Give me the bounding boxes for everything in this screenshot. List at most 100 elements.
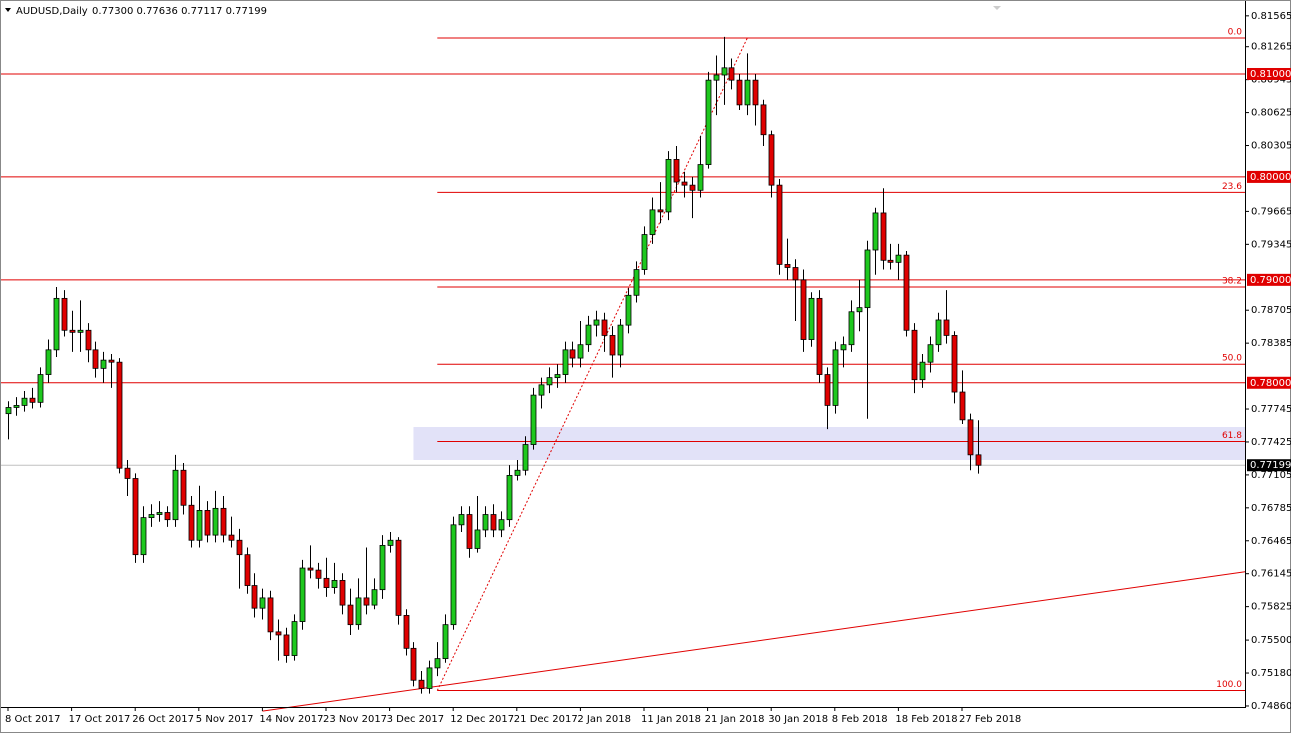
price-label-box [1247,376,1291,389]
candle-body [172,469,179,521]
candle-body [728,67,735,81]
x-tick-label: 14 Nov 2017 [259,714,323,725]
candle-body [37,374,44,403]
current-price-box [1247,459,1291,472]
candle-body [681,181,688,186]
candle-body [124,467,131,479]
price-label: 0.80000 [1250,172,1291,183]
candle-body [880,212,887,261]
y-tick-label: 0.79345 [1251,239,1291,250]
candle-body [864,249,871,309]
x-tick-label: 12 Dec 2017 [450,714,514,725]
candle-body [13,405,20,408]
price-label-box [1247,273,1291,286]
y-tick-label: 0.80625 [1251,108,1291,119]
candle-body [371,589,378,606]
candle-body [442,624,449,660]
plot-layer [0,36,1246,712]
candle-body [816,297,823,375]
candle-body [554,374,561,379]
x-tick-label: 8 Oct 2017 [5,714,60,725]
candle-body [228,534,235,541]
candle-body [355,597,362,626]
candle-body [657,209,664,213]
candle-body [887,259,894,263]
candle-body [617,324,624,356]
y-tick-label: 0.76785 [1251,503,1291,514]
x-tick-label: 2 Jan 2018 [577,714,631,725]
candle-body [744,79,751,106]
fib-label: 38.2 [1222,277,1242,287]
candle-body [713,74,720,81]
candle-body [705,79,712,165]
candle-body [633,269,640,296]
candle-body [895,254,902,263]
candle-body [792,267,799,281]
candle-body [45,349,52,375]
fib-label: 23.6 [1222,182,1242,192]
candle-body [92,349,99,369]
candle-body [872,212,879,251]
candle-body [824,374,831,406]
y-tick-label: 0.77425 [1251,437,1291,448]
y-tick-label: 0.78705 [1251,305,1291,316]
candle-body [911,329,918,381]
candle-body [108,359,115,363]
y-tick-label: 0.77745 [1251,404,1291,415]
y-tick-label: 0.76465 [1251,536,1291,547]
price-label-box [1247,170,1291,183]
fib-label: 61.8 [1222,431,1242,441]
candle-body [426,667,433,689]
candle-body [387,539,394,546]
candle-body [236,539,243,556]
candle-body [85,329,92,351]
candle-body [29,397,36,403]
x-tick-label: 21 Dec 2017 [514,714,578,725]
candle-body [522,444,529,471]
y-tick-label: 0.74860 [1251,701,1291,712]
y-tick-label: 0.80305 [1251,141,1291,152]
candle-body [562,349,569,375]
candle-body [100,359,107,369]
y-tick-label: 0.77105 [1251,470,1291,481]
current-price-label: 0.77199 [1250,460,1291,471]
fib-label: 100.0 [1216,680,1242,690]
chart-subtitle: 0.77300 0.77636 0.77117 0.77199 [92,6,267,17]
x-tick-label: 26 Oct 2017 [132,714,194,725]
candle-body [800,279,807,340]
candle-body [339,579,346,606]
candle-body [5,407,12,415]
candle-body [69,329,76,333]
candle-body [323,577,330,589]
candle-body [840,344,847,351]
y-tick-label: 0.78385 [1251,338,1291,349]
candle-body [689,184,696,191]
candle-body [466,514,473,549]
price-label: 0.79000 [1250,275,1291,286]
candle-body [927,344,934,363]
candle-body [403,614,410,649]
candle-body [609,335,616,356]
zone [413,427,1245,460]
fib-label: 0.0 [1228,27,1243,37]
candle-body [935,319,942,346]
candle-body [331,579,338,589]
candle-body [140,517,147,556]
candle-body [569,349,576,359]
candle-body [546,377,553,386]
candle-body [530,394,537,445]
candle-body [967,419,974,456]
candle-body [593,319,600,326]
y-tick-label: 0.80945 [1251,75,1291,86]
candle-body [395,539,402,616]
candle-body [601,319,608,336]
candle-body [363,597,370,606]
candle-body [164,512,171,521]
price-label: 0.78000 [1250,378,1291,389]
y-tick-label: 0.81565 [1251,11,1291,22]
candle-body [943,319,950,336]
candle-body [291,621,298,656]
candle-body [848,311,855,346]
